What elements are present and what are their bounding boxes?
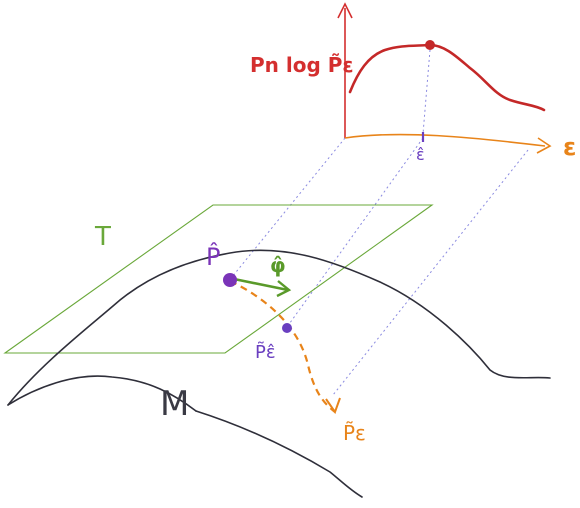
tangent-vector xyxy=(233,277,289,292)
manifold xyxy=(7,249,551,498)
p-tilde-eps-hat-label: P̃ε̂ xyxy=(255,342,276,363)
axis-label-eps: ε xyxy=(563,133,576,161)
geodesic-arrowhead xyxy=(325,397,341,415)
projection-lines xyxy=(231,49,529,396)
x-axis-arrowhead xyxy=(536,137,552,154)
x-axis xyxy=(344,133,546,147)
projection-line-1 xyxy=(231,137,346,278)
manifold-left-fold xyxy=(7,375,197,412)
tangent-vector-arrowhead xyxy=(276,280,292,298)
log-likelihood-curve xyxy=(348,43,546,112)
manifold-top-edge xyxy=(7,249,551,406)
geodesic-curve xyxy=(229,280,336,413)
manifold-front-edge xyxy=(195,410,363,498)
tangent-plane-label: T xyxy=(94,222,111,252)
y-axis-arrowhead xyxy=(337,2,353,19)
projection-line-2 xyxy=(286,137,424,328)
tangent-plane xyxy=(3,204,434,354)
p-hat-label: P̂ xyxy=(206,243,220,271)
curve-maximum-point xyxy=(425,40,435,50)
curve-label: Pn log P̃ε xyxy=(250,53,354,77)
point-p-tilde-eps-hat xyxy=(282,323,292,333)
phi-hat-label: φ̂ xyxy=(270,253,286,277)
eps-hat-label: ε̂ xyxy=(416,145,425,164)
manifold-label: M xyxy=(160,384,189,424)
p-tilde-eps-label: P̃ε xyxy=(343,421,366,445)
point-p-hat xyxy=(223,273,237,287)
max-drop-line xyxy=(422,49,431,135)
projection-line-3 xyxy=(332,149,529,396)
